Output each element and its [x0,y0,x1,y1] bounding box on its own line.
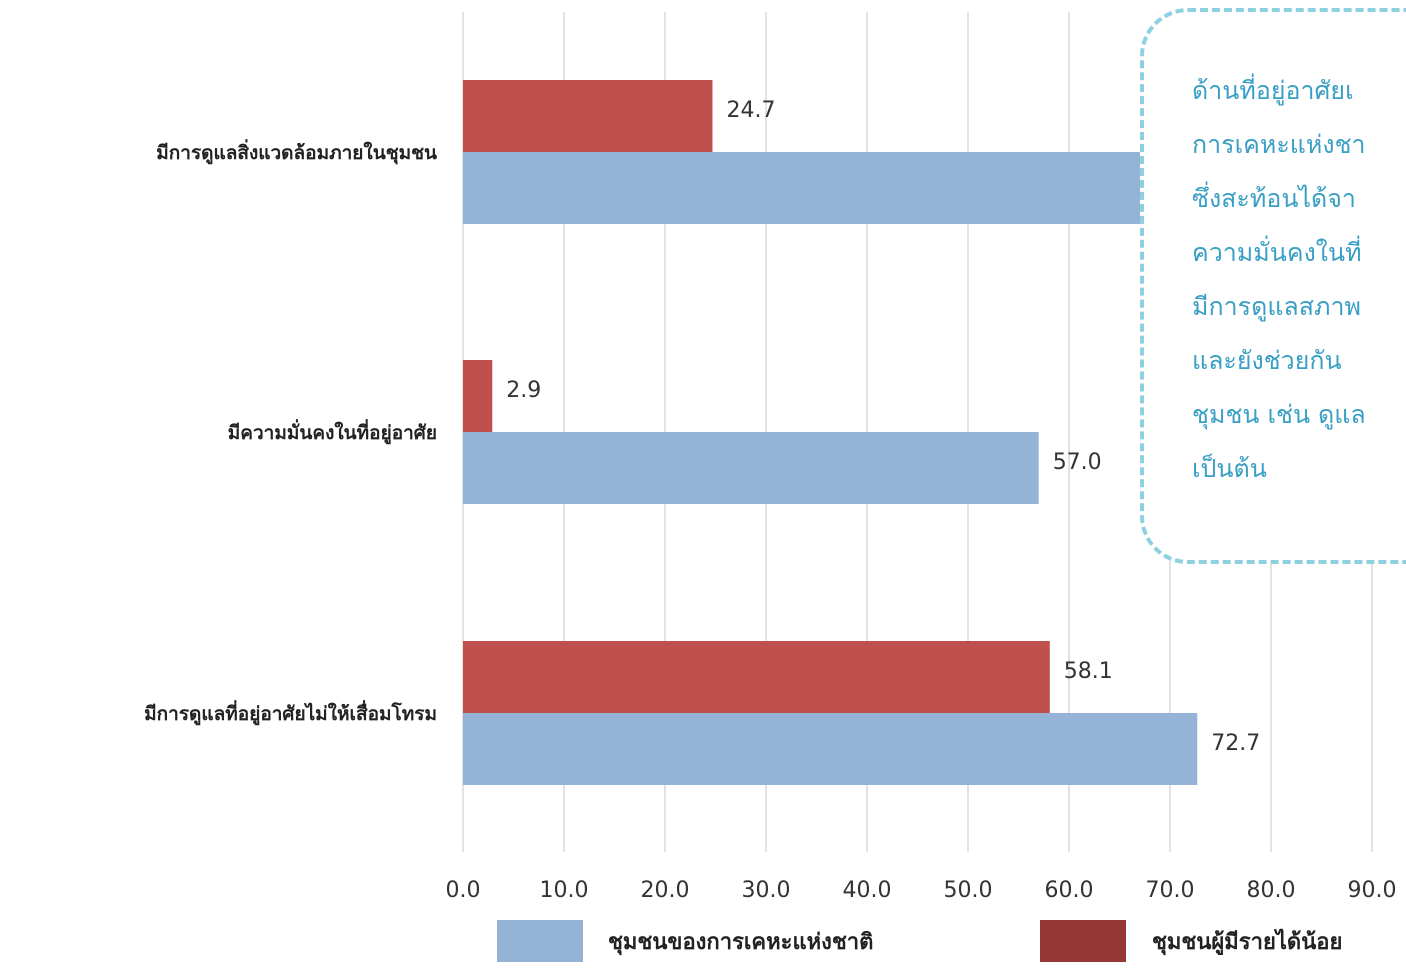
callout-line-6: และยังช่วยกัน [1192,346,1342,375]
bar [463,152,1144,224]
x-tick-label: 90.0 [1348,878,1397,903]
x-axis: 0.0 10.0 20.0 30.0 40.0 50.0 60.0 70.0 80.0 90.0 [446,878,1397,903]
category-label: มีความมั่นคงในที่อยู่อาศัย [228,419,437,445]
callout-line-3: ซึ่งสะท้อนได้จา [1192,184,1356,213]
legend: ชุมชนของการเคหะแห่งชาติ ชุมชนผู้มีรายได้น… [497,920,1342,962]
data-label: 72.7 [1211,731,1260,756]
bar [463,641,1050,713]
bar [463,432,1039,504]
bar [463,360,493,432]
data-label: 2.9 [506,378,541,403]
data-label: 57.0 [1053,450,1102,475]
x-tick-label: 40.0 [843,878,892,903]
callout-line-8: เป็นต้น [1192,454,1267,483]
category-label: มีการดูแลสิ่งแวดล้อมภายในชุมชน [156,139,437,165]
legend-swatch [497,920,583,962]
x-tick-label: 30.0 [742,878,791,903]
callout-line-5: มีการดูแลสภาพ [1192,292,1362,321]
category-label: มีการดูแลที่อยู่อาศัยไม่ให้เสื่อมโทรม [144,700,437,726]
bar [463,713,1198,785]
x-tick-label: 80.0 [1247,878,1296,903]
bars [463,80,1198,785]
legend-swatch [1040,920,1126,962]
callout-line-7: ชุมชน เช่น ดูแล [1192,400,1366,429]
x-tick-label: 60.0 [1045,878,1094,903]
category-labels: มีการดูแลสิ่งแวดล้อมภายในชุมชนมีความมั่น… [144,139,437,726]
x-tick-label: 20.0 [641,878,690,903]
legend-label: ชุมชนของการเคหะแห่งชาติ [608,930,873,956]
x-tick-label: 70.0 [1146,878,1195,903]
callout-line-2: การเคหะแห่งชา [1192,130,1366,159]
data-label: 24.7 [726,98,775,123]
data-labels: 24.7 2.9 57.0 58.1 72.7 [506,98,1260,756]
x-tick-label: 10.0 [540,878,589,903]
x-tick-label: 0.0 [446,878,481,903]
legend-label: ชุมชนผู้มีรายได้น้อย [1152,928,1342,956]
callout-box: ด้านที่อยู่อาศัยเ การเคหะแห่งชา ซึ่งสะท้… [1140,8,1406,564]
data-label: 58.1 [1064,659,1113,684]
callout-line-4: ความมั่นคงในที่ [1192,238,1362,267]
bar [463,80,713,152]
x-tick-label: 50.0 [944,878,993,903]
callout-line-1: ด้านที่อยู่อาศัยเ [1192,76,1354,105]
